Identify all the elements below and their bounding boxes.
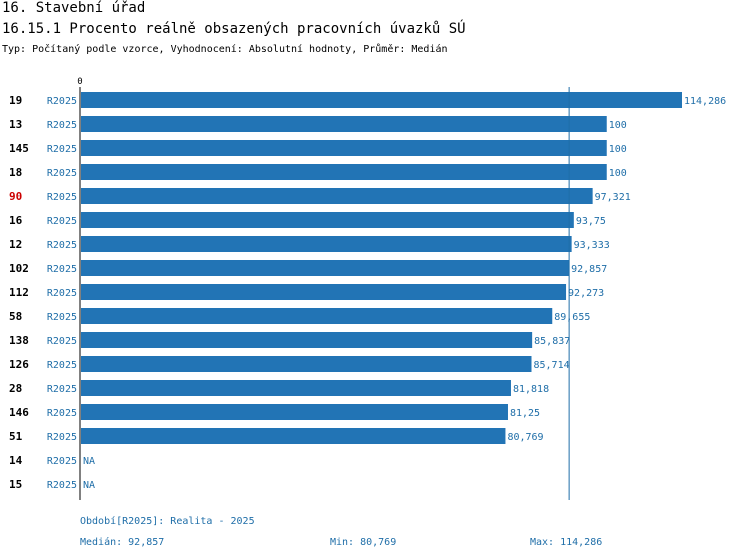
category-label: 15 <box>9 478 22 491</box>
period-label: R2025 <box>47 120 77 131</box>
period-label: R2025 <box>47 264 77 275</box>
value-label: 100 <box>609 144 627 155</box>
period-label: R2025 <box>47 336 77 347</box>
value-label: 81,25 <box>510 408 540 419</box>
value-label: 85,837 <box>534 336 570 347</box>
category-label: 146 <box>9 406 29 419</box>
value-label: 100 <box>609 120 627 131</box>
period-label: R2025 <box>47 432 77 443</box>
bar <box>81 332 533 348</box>
category-label: 18 <box>9 166 22 179</box>
value-label: 89,655 <box>554 312 590 323</box>
footer-min: Min: 80,769 <box>330 537 397 548</box>
chart-title: 16. Stavební úřad <box>2 0 146 16</box>
category-label: 138 <box>9 334 29 347</box>
value-label: 92,857 <box>571 264 607 275</box>
bar <box>81 308 553 324</box>
chart-subtitle: 16.15.1 Procento reálně obsazených praco… <box>2 21 466 37</box>
bar <box>81 284 567 300</box>
footer-period: Období[R2025]: Realita - 2025 <box>80 516 255 527</box>
period-label: R2025 <box>47 216 77 227</box>
bar <box>81 188 593 204</box>
value-label: 85,714 <box>533 360 569 371</box>
category-label: 12 <box>9 238 22 251</box>
value-label: NA <box>83 480 95 491</box>
period-label: R2025 <box>47 360 77 371</box>
footer-max: Max: 114,286 <box>530 537 603 548</box>
period-label: R2025 <box>47 312 77 323</box>
bar <box>81 92 682 108</box>
value-label: 81,818 <box>513 384 549 395</box>
bar <box>81 236 572 252</box>
bar <box>81 140 607 156</box>
period-label: R2025 <box>47 192 77 203</box>
period-label: R2025 <box>47 144 77 155</box>
period-label: R2025 <box>47 480 77 491</box>
x-axis-zero-label: 0 <box>77 77 82 87</box>
period-label: R2025 <box>47 456 77 467</box>
period-label: R2025 <box>47 96 77 107</box>
category-label: 126 <box>9 358 29 371</box>
value-label: 114,286 <box>684 96 726 107</box>
bar <box>81 428 506 444</box>
value-label: 100 <box>609 168 627 179</box>
category-label: 58 <box>9 310 22 323</box>
category-label: 102 <box>9 262 29 275</box>
period-label: R2025 <box>47 408 77 419</box>
value-label: 97,321 <box>595 192 631 203</box>
bar <box>81 356 532 372</box>
bar <box>81 164 607 180</box>
bar <box>81 404 508 420</box>
period-label: R2025 <box>47 168 77 179</box>
period-label: R2025 <box>47 288 77 299</box>
category-label: 16 <box>9 214 23 227</box>
value-label: 93,333 <box>574 240 610 251</box>
footer-median: Medián: 92,857 <box>80 537 165 548</box>
value-label: NA <box>83 456 95 467</box>
bar <box>81 212 574 228</box>
chart-type-line: Typ: Počítaný podle vzorce, Vyhodnocení:… <box>2 44 448 55</box>
category-label: 145 <box>9 142 29 155</box>
category-label: 28 <box>9 382 22 395</box>
category-label: 14 <box>9 454 23 467</box>
period-label: R2025 <box>47 240 77 251</box>
category-label: 90 <box>9 190 22 203</box>
category-label: 13 <box>9 118 22 131</box>
category-label: 19 <box>9 94 22 107</box>
category-label: 112 <box>9 286 29 299</box>
value-label: 80,769 <box>507 432 543 443</box>
category-label: 51 <box>9 430 23 443</box>
bar <box>81 380 511 396</box>
bar <box>81 260 570 276</box>
value-label: 93,75 <box>576 216 606 227</box>
bar <box>81 116 607 132</box>
period-label: R2025 <box>47 384 77 395</box>
value-label: 92,273 <box>568 288 604 299</box>
